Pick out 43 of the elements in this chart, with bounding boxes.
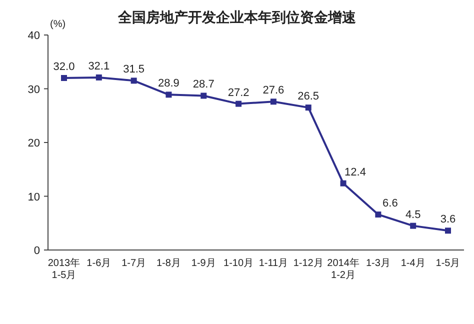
- y-tick-label: 30: [28, 84, 40, 96]
- data-label: 28.9: [158, 78, 180, 90]
- point: [130, 78, 137, 84]
- data-label: 27.2: [228, 86, 250, 99]
- x-tick-label: 1-7月: [122, 258, 146, 269]
- chart-title: 全国房地产开发企业本年到位资金增速: [117, 9, 357, 25]
- point: [410, 222, 416, 229]
- data-label: 31.5: [123, 64, 145, 76]
- data-label: 4.5: [405, 208, 421, 221]
- x-tick-label: 1-5月: [436, 258, 460, 269]
- data-label: 32.1: [88, 60, 110, 72]
- point: [200, 92, 207, 99]
- data-label: 28.7: [192, 78, 214, 91]
- data-label: 27.6: [262, 84, 284, 97]
- point: [61, 75, 67, 81]
- x-tick-label: 1-11月: [258, 258, 288, 269]
- point: [445, 228, 451, 234]
- point: [375, 212, 382, 218]
- x-tick-label: 1-4月: [400, 258, 426, 269]
- point: [166, 92, 172, 98]
- y-tick-label: 20: [28, 138, 40, 150]
- x-tick-label: 2013年 1-5月: [48, 257, 80, 281]
- x-tick-label: 1-6月: [86, 258, 112, 269]
- y-tick-label: 40: [28, 30, 40, 42]
- point: [270, 98, 276, 105]
- point: [236, 100, 242, 107]
- y-tick-label: 0: [34, 245, 40, 257]
- data-label: 6.6: [382, 198, 398, 210]
- point: [340, 180, 346, 186]
- point: [305, 104, 312, 111]
- x-tick-label: 2014年 1-2月: [327, 257, 360, 281]
- x-tick-label: 1-10月: [224, 258, 254, 269]
- data-label: 12.4: [344, 166, 366, 178]
- point: [96, 74, 102, 80]
- x-tick-label: 1-3月: [366, 258, 390, 269]
- x-tick-label: 1-12月: [293, 258, 324, 269]
- data-label: 3.6: [440, 214, 456, 226]
- x-tick-label: 1-8月: [156, 258, 181, 269]
- data-label: 32.0: [53, 61, 75, 73]
- x-tick-label: 1-9月: [191, 258, 216, 269]
- data-label: 26.5: [298, 90, 320, 103]
- y-axis-title: (%): [50, 19, 66, 30]
- y-tick-label: 10: [28, 191, 40, 204]
